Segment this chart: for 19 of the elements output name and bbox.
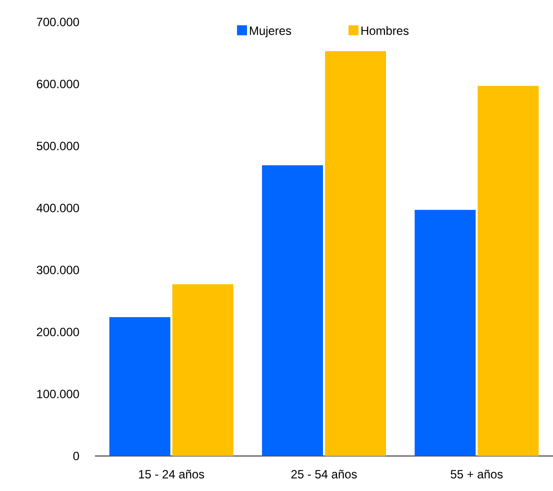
- x-tick-label: 15 - 24 años: [139, 470, 204, 478]
- y-tick-label: 600.000: [36, 80, 80, 88]
- y-tick-label: 500.000: [36, 142, 80, 150]
- bar: [262, 165, 324, 456]
- legend-label: Mujeres: [250, 26, 292, 38]
- bar: [324, 51, 386, 456]
- bar: [478, 86, 539, 456]
- y-tick-label: 100.000: [37, 390, 80, 398]
- x-tick-label: 25 - 54 años: [291, 470, 357, 478]
- y-tick-label: 700.000: [36, 18, 80, 26]
- bar: [172, 284, 234, 456]
- bar: [109, 317, 170, 456]
- bar: [414, 210, 476, 456]
- y-tick-label: 0: [73, 452, 80, 460]
- y-tick-label: 300.000: [36, 266, 80, 274]
- legend-label: Hombres: [361, 26, 409, 35]
- x-tick-label: 55 + años: [450, 470, 503, 478]
- y-tick-label: 400.000: [36, 204, 80, 212]
- y-tick-label: 200.000: [36, 328, 80, 336]
